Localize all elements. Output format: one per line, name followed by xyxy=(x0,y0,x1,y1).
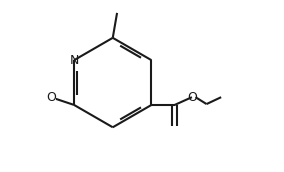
Text: O: O xyxy=(46,91,56,104)
Text: O: O xyxy=(187,91,197,104)
Text: N: N xyxy=(69,54,79,67)
